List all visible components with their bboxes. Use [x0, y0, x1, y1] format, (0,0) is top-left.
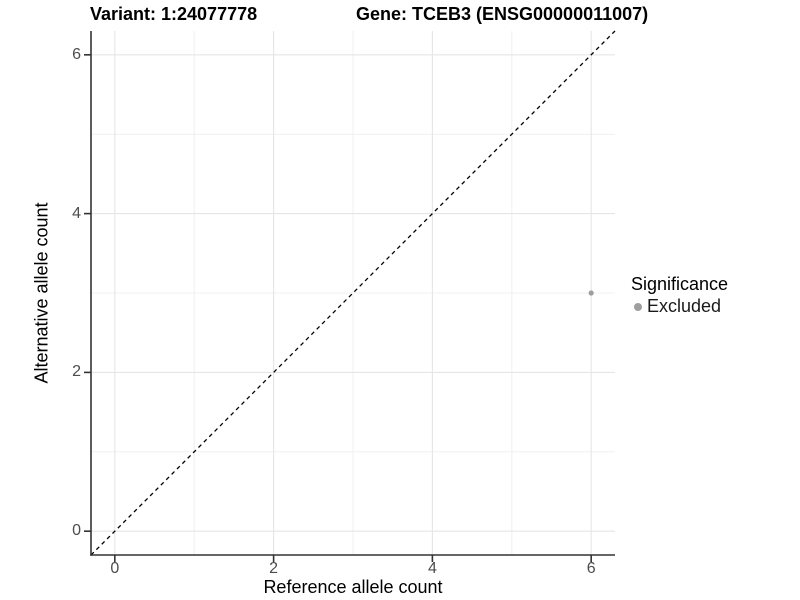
grid-minor — [91, 31, 615, 555]
legend: Significance Excluded — [631, 274, 728, 317]
identity-line — [90, 30, 616, 556]
legend-item-label: Excluded — [647, 296, 722, 316]
data-points — [588, 290, 594, 296]
gene-title: Gene: TCEB3 (ENSG00000011007) — [356, 4, 649, 24]
axis-lines — [90, 31, 615, 556]
data-point — [588, 290, 594, 296]
tick-marks — [84, 54, 592, 562]
legend-item: Excluded — [634, 296, 728, 317]
legend-point-icon — [634, 302, 642, 311]
y-axis-title: Alternative allele count — [31, 202, 52, 384]
x-axis-title: Reference allele count — [263, 577, 443, 597]
variant-title: Variant: 1:24077778 — [90, 4, 258, 24]
legend-items: Excluded — [631, 296, 728, 317]
legend-title: Significance — [631, 274, 729, 294]
